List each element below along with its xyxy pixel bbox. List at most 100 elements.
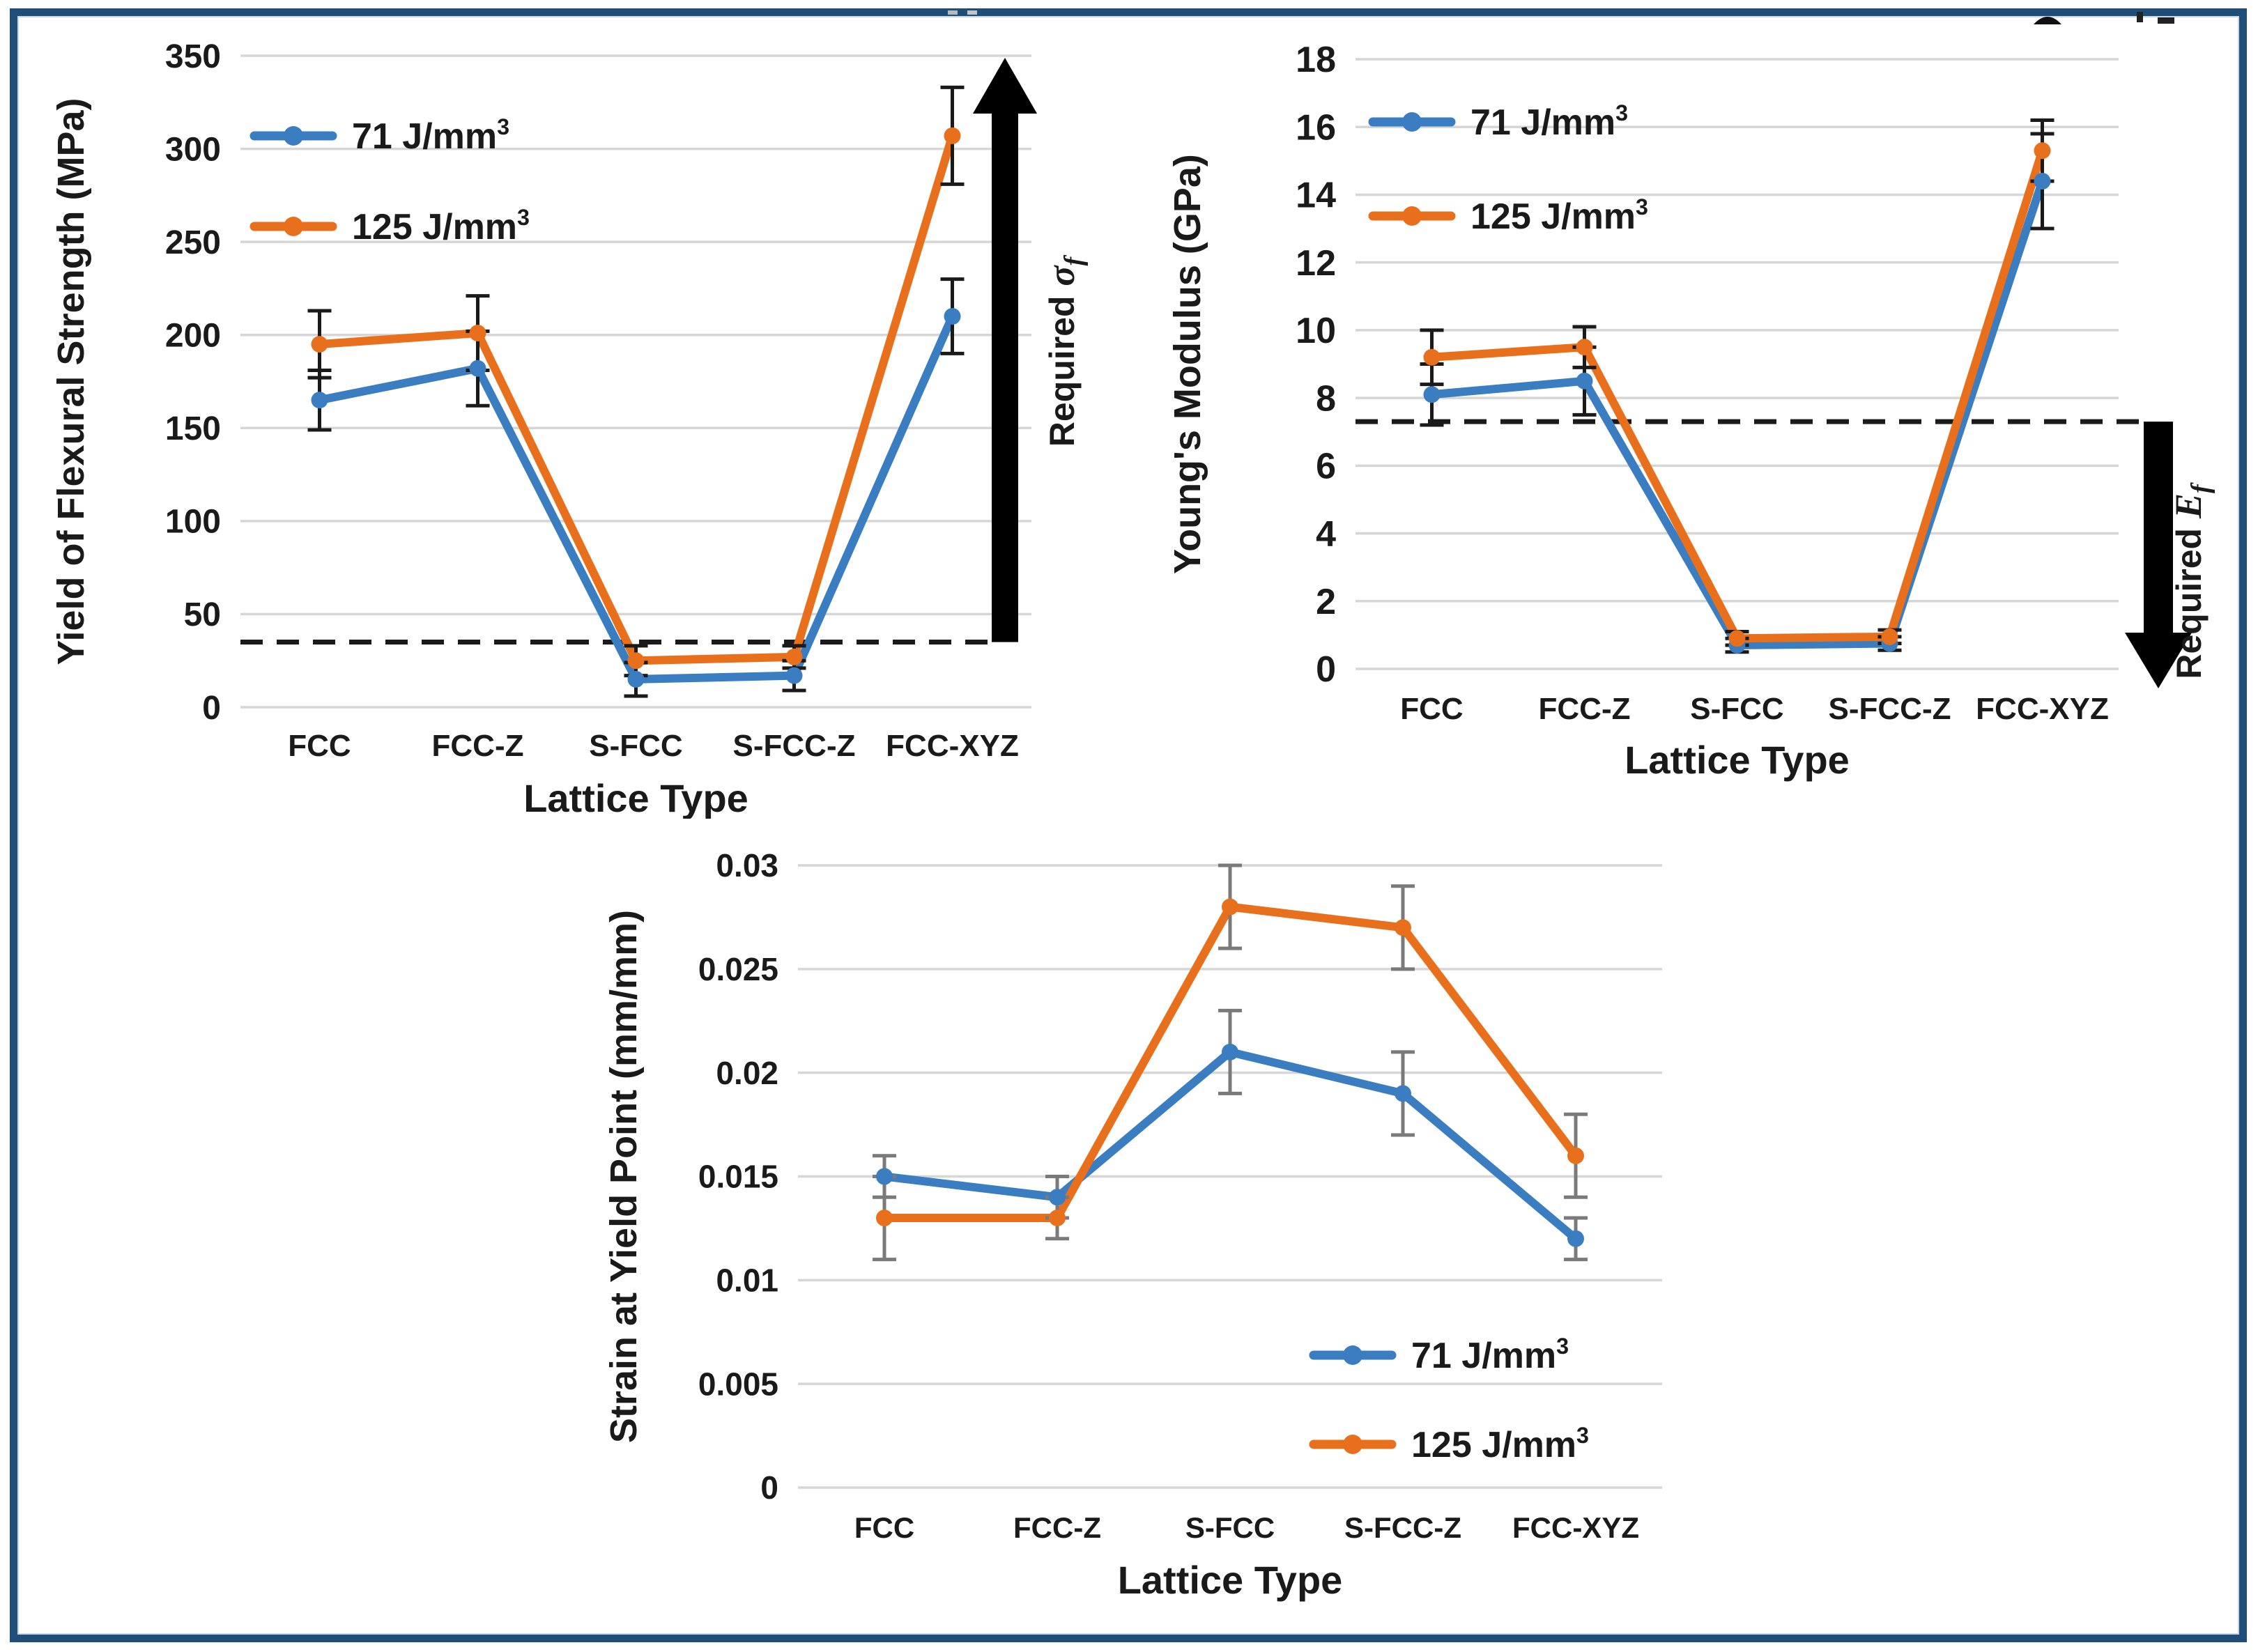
legend-item: 125 J/mm3 <box>1368 194 1648 237</box>
y-axis-tick-label: 250 <box>165 224 221 261</box>
x-axis-category-label: FCC <box>1400 692 1463 726</box>
legend-label: 125 J/mm3 <box>352 205 530 247</box>
y-axis-tick-label: 0.025 <box>698 951 778 987</box>
x-axis-category-label: FCC-Z <box>1013 1511 1101 1544</box>
figure-border-frame <box>10 8 2247 1642</box>
y-axis-tick-label: 0.03 <box>716 847 778 883</box>
chart-youngs-modulus: Required Ef 71 J/mm3 125 J/mm3 0 2 4 6 8 10 12 14 1… <box>1167 40 2215 782</box>
legend-label: 71 J/mm3 <box>1411 1334 1569 1376</box>
x-axis-category-label: S-FCC-Z <box>1344 1511 1461 1544</box>
legend-item: 125 J/mm3 <box>1309 1423 1589 1465</box>
data-point-marker <box>1881 628 1898 645</box>
data-point-marker <box>1728 630 1746 647</box>
legend-marker-icon <box>1402 206 1422 226</box>
y-axis-title: Young's Modulus (GPa) <box>1167 154 1208 574</box>
data-point-marker <box>1222 1043 1238 1060</box>
legend-marker-icon <box>284 126 303 146</box>
y-axis-tick-label: 18 <box>1296 40 1336 80</box>
x-axis-category-label: S-FCC <box>1690 692 1783 726</box>
y-axis-tick-label: 200 <box>165 318 221 355</box>
y-axis-tick-label: 4 <box>1316 514 1336 555</box>
data-point-marker <box>1423 348 1441 366</box>
series-line <box>315 312 957 684</box>
data-point-marker <box>1049 1189 1066 1206</box>
y-axis-title: Strain at Yield Point (mm/mm) <box>603 910 645 1443</box>
legend-label: 125 J/mm3 <box>1470 194 1648 237</box>
data-point-marker <box>785 648 803 665</box>
x-axis-category-label: FCC-XYZ <box>886 729 1019 763</box>
artifact-dash <box>2158 17 2174 24</box>
required-up-arrow <box>973 58 1037 642</box>
x-axis-category-label: FCC-XYZ <box>1976 692 2109 726</box>
legend-marker-icon <box>1402 112 1422 132</box>
data-point-marker <box>785 667 803 684</box>
data-point-marker <box>311 392 328 409</box>
scan-artifact-marks <box>948 10 2174 24</box>
x-axis-title: Lattice Type <box>1118 1558 1343 1602</box>
required-arrow-label: Required Ef <box>2167 482 2215 679</box>
data-point-marker <box>1395 919 1411 936</box>
legend-marker-icon <box>284 217 303 236</box>
x-axis-title: Lattice Type <box>1625 738 1850 782</box>
y-axis-tick-label: 100 <box>165 504 221 541</box>
data-point-marker <box>469 360 486 377</box>
y-axis-tick-label: 0.005 <box>698 1366 778 1402</box>
data-point-marker <box>1423 386 1441 403</box>
y-axis-tick-label: 6 <box>1316 447 1336 487</box>
data-point-marker <box>627 652 645 670</box>
legend-label: 125 J/mm3 <box>1411 1423 1589 1465</box>
y-axis-tick-label: 0 <box>1316 649 1336 690</box>
y-axis-tick-label: 16 <box>1296 107 1336 148</box>
data-point-marker <box>944 127 961 144</box>
y-axis-tick-label: 0 <box>202 690 221 727</box>
chart-flexural-strength: Required σf 71 J/mm3 125 J/mm3 0 50 100 150 200… <box>50 38 1089 819</box>
x-axis-category-label: FCC <box>854 1511 914 1544</box>
data-point-marker <box>1567 1147 1584 1164</box>
y-axis-tick-label: 150 <box>165 410 221 447</box>
x-axis-category-label: S-FCC <box>589 729 682 763</box>
data-point-marker <box>1395 1085 1411 1102</box>
y-axis-tick-label: 300 <box>165 131 221 168</box>
data-point-marker <box>627 670 645 688</box>
artifact-dash <box>948 10 958 15</box>
x-axis-category-label: S-FCC <box>1185 1511 1275 1544</box>
data-point-marker <box>469 325 486 342</box>
y-axis-tick-label: 0.02 <box>716 1055 778 1091</box>
data-point-marker <box>876 1210 893 1227</box>
x-axis-title: Lattice Type <box>523 776 748 819</box>
legend-item: 125 J/mm3 <box>249 205 530 247</box>
x-axis-category-label: FCC <box>288 729 351 763</box>
data-point-marker <box>2034 142 2051 160</box>
data-point-marker <box>944 308 961 325</box>
y-axis-tick-label: 0.01 <box>716 1262 778 1298</box>
legend-label: 71 J/mm3 <box>1470 100 1628 143</box>
y-axis-tick-label: 2 <box>1316 582 1336 622</box>
legend-item: 71 J/mm3 <box>1309 1334 1569 1376</box>
legend-label: 71 J/mm3 <box>352 114 509 157</box>
y-axis-tick-label: 10 <box>1296 311 1336 351</box>
y-axis-title: Yield of Flexural Strength (MPa) <box>50 98 92 665</box>
legend-marker-icon <box>1343 1345 1362 1365</box>
y-axis-tick-label: 8 <box>1316 378 1336 419</box>
y-axis-tick-label: 0 <box>760 1469 778 1506</box>
y-axis-tick-label: 14 <box>1296 176 1336 216</box>
x-axis-category-label: S-FCC-Z <box>733 729 856 763</box>
y-axis-tick-label: 50 <box>184 596 221 633</box>
data-point-marker <box>1222 898 1238 916</box>
required-down-arrow <box>2125 422 2192 688</box>
chart-strain-yield: 71 J/mm3 125 J/mm3 0 0.005 0.01 0.015 0.02 0.02… <box>603 847 1662 1602</box>
data-point-marker <box>311 336 328 353</box>
data-point-marker <box>1576 339 1593 356</box>
required-arrow-label: Required σf <box>1040 254 1089 447</box>
x-axis-category-label: FCC-Z <box>1539 692 1631 726</box>
data-point-marker <box>2034 173 2051 190</box>
y-axis-tick-label: 350 <box>165 38 221 75</box>
data-point-marker <box>876 1168 893 1185</box>
y-axis-tick-label: 12 <box>1296 243 1336 284</box>
artifact-dot <box>2137 12 2143 22</box>
data-point-marker <box>1049 1210 1066 1227</box>
x-axis-category-label: S-FCC-Z <box>1829 692 1951 726</box>
data-point-marker <box>1567 1230 1584 1247</box>
y-axis-tick-label: 0.015 <box>698 1159 778 1195</box>
